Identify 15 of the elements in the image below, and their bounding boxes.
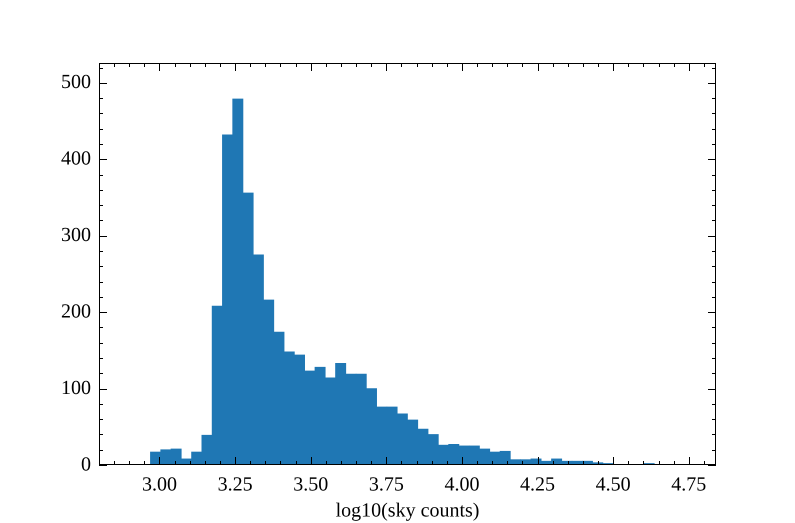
x-tick-label: 3.50 xyxy=(293,473,328,496)
x-tick-label: 3.75 xyxy=(368,473,404,496)
y-tick-label: 200 xyxy=(61,300,91,322)
y-tick-label: 100 xyxy=(61,376,91,399)
x-tick-label: 3.25 xyxy=(218,473,253,496)
y-tick-label: 400 xyxy=(61,148,91,170)
x-axis-title: log10(sky counts) xyxy=(336,499,480,522)
x-tick-label: 4.00 xyxy=(444,473,480,496)
y-tick-label: 300 xyxy=(61,224,91,246)
y-tick-label: 500 xyxy=(61,71,91,94)
y-tick-label: 0 xyxy=(81,453,91,476)
x-tick-label: 4.25 xyxy=(520,473,556,496)
x-tick-label: 4.75 xyxy=(671,473,706,496)
x-tick-label: 4.50 xyxy=(596,473,631,496)
x-tick-label: 3.00 xyxy=(142,473,177,496)
